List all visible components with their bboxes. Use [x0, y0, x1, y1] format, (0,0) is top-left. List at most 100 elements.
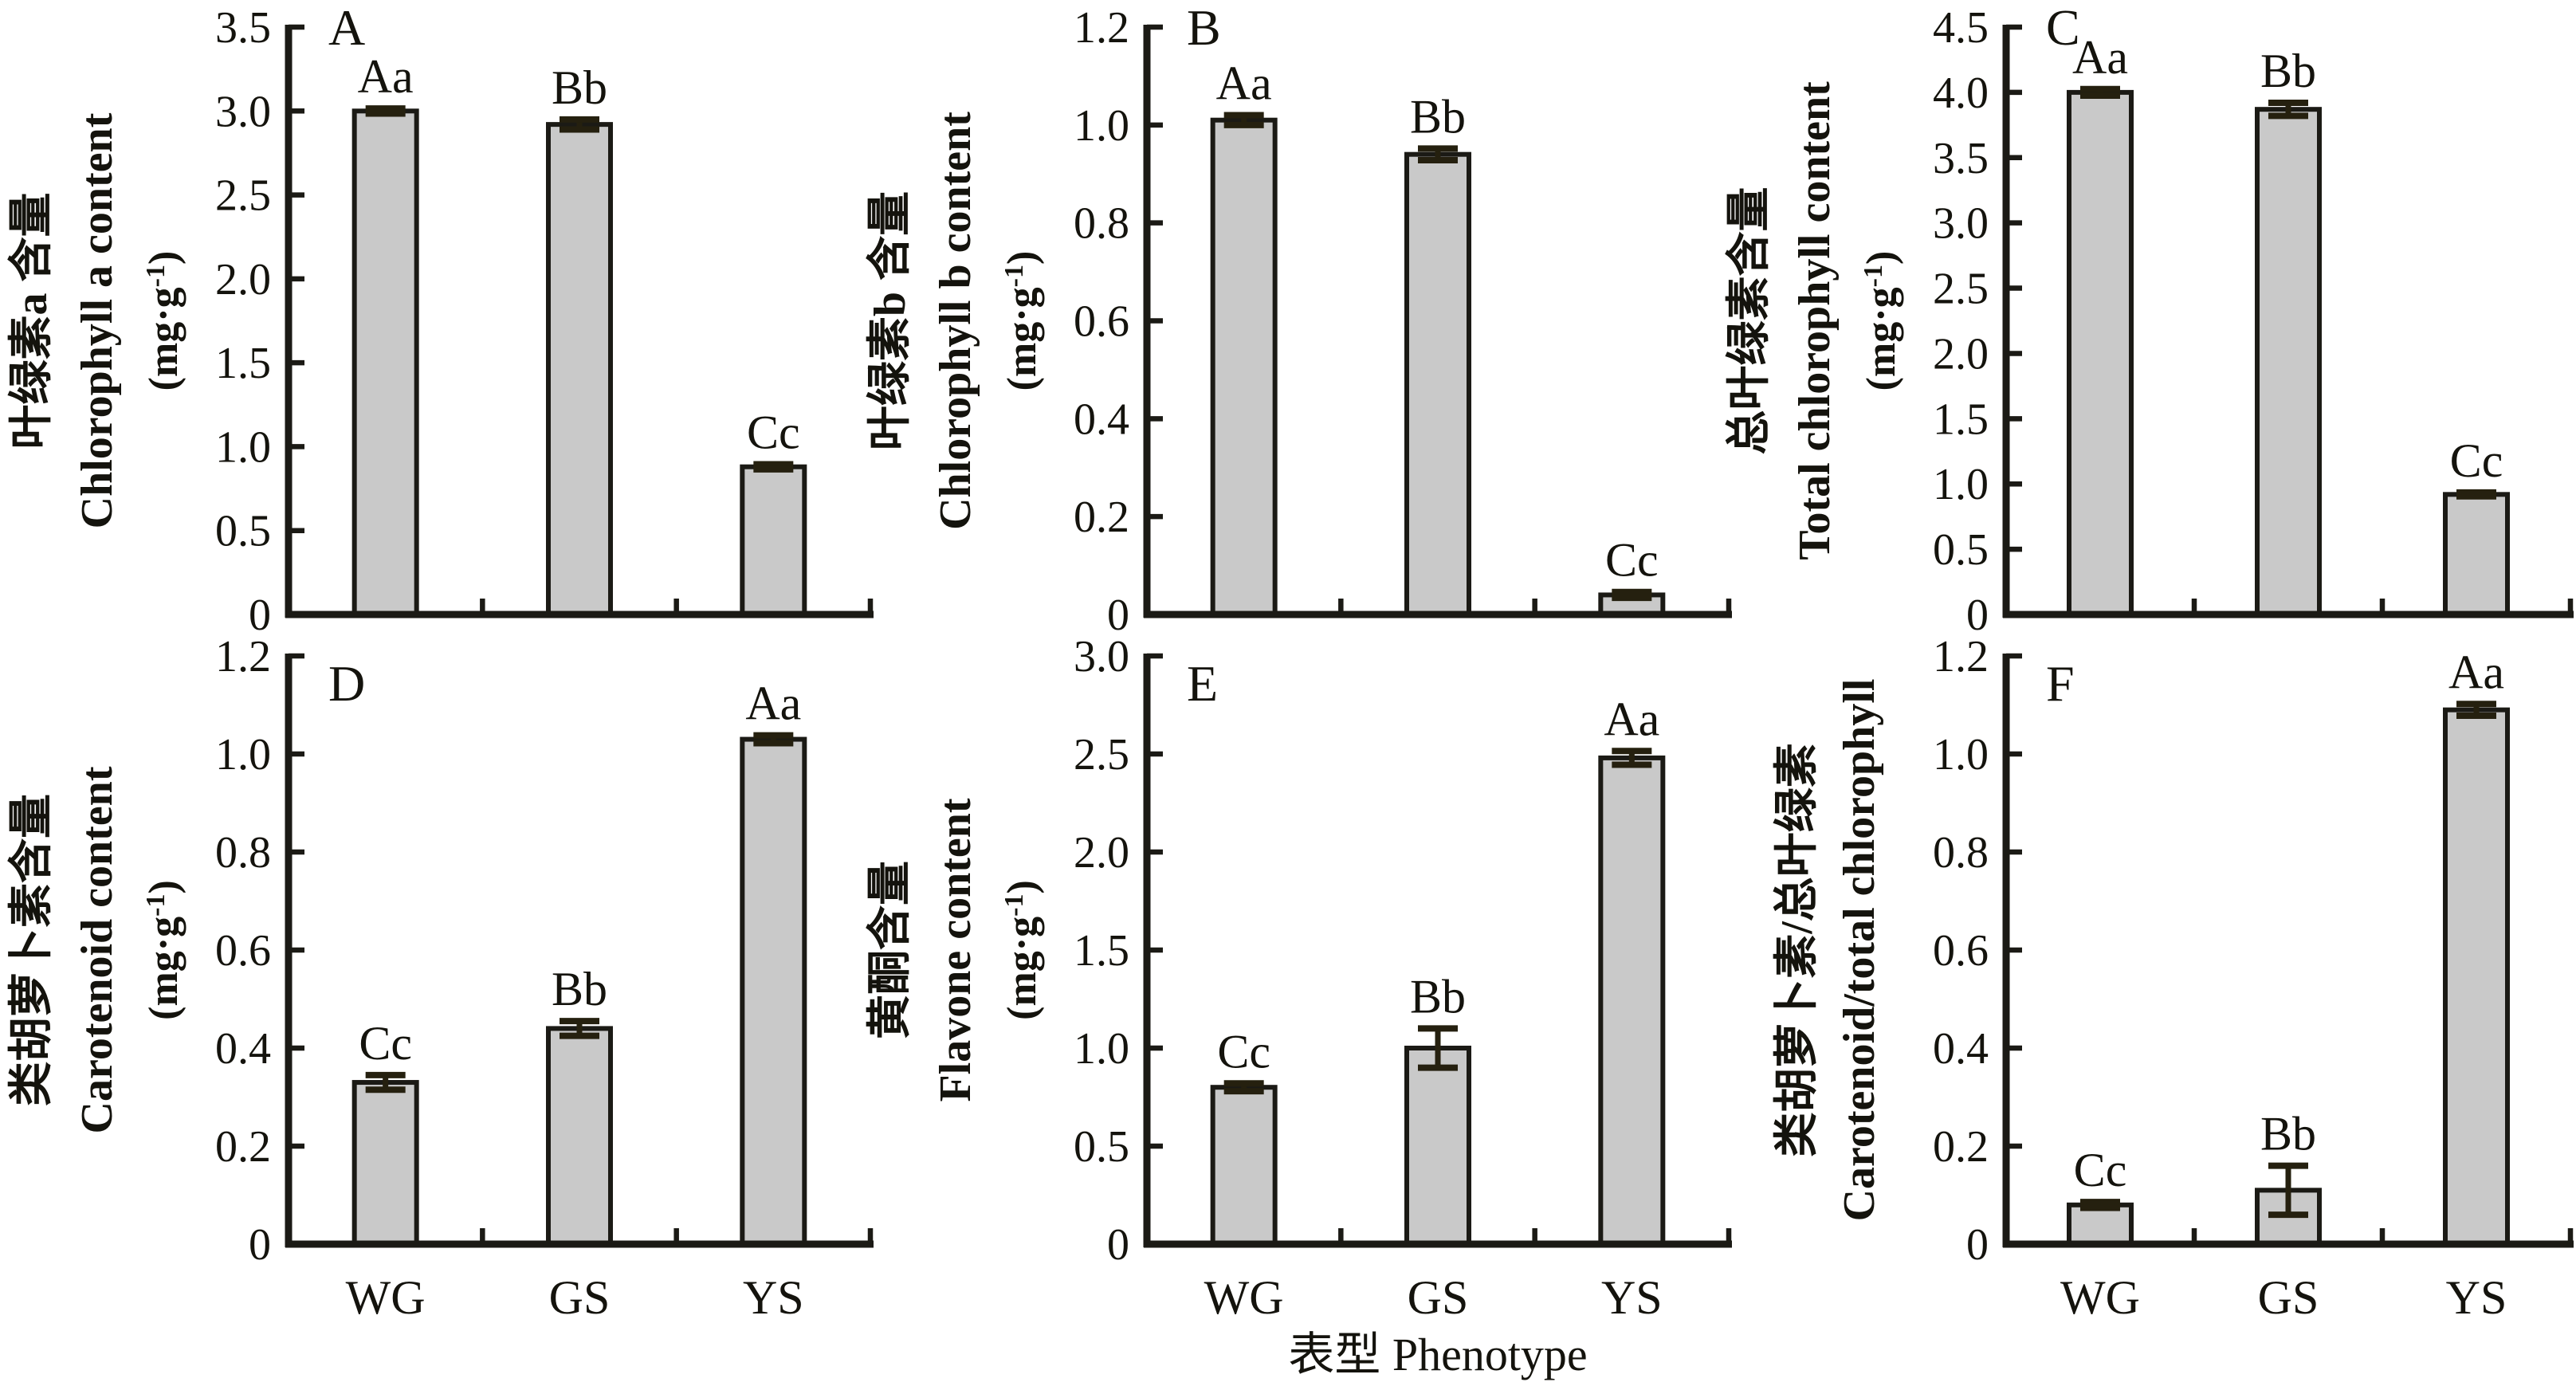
sig-label-WG: Aa	[358, 50, 414, 103]
y-axis-title-unit: (mg·g-1)	[141, 880, 187, 1020]
bar-GS	[1404, 151, 1471, 617]
bar-GS	[2255, 107, 2322, 617]
category-label-WG: WG	[1204, 1271, 1284, 1324]
y-axis-title-unit: (mg·g-1)	[1859, 251, 1904, 391]
bar-GS	[546, 122, 613, 618]
y-tick-label: 3.5	[1933, 134, 1989, 183]
panel-letter: E	[1187, 655, 1218, 712]
y-tick-label: 0.2	[1933, 1122, 1989, 1172]
y-tick-label: 3.0	[1933, 199, 1989, 249]
y-tick-label: 0.6	[1933, 926, 1989, 976]
y-tick-label: 0	[1966, 591, 1989, 640]
sig-label-GS: Bb	[2260, 45, 2316, 97]
y-tick-label: 4.5	[1933, 3, 1989, 53]
y-axis-title-en: Carotenoid content	[73, 766, 122, 1133]
bar-YS	[740, 464, 807, 617]
y-axis-title-unit: (mg·g-1)	[999, 251, 1045, 391]
y-axis-title-zh: 类胡萝卜素/总叶绿素	[1773, 743, 1822, 1157]
y-axis-title-unit: (mg·g-1)	[141, 251, 187, 391]
y-axis-title-zh: 叶绿素b 含量	[866, 191, 915, 450]
category-label-GS: GS	[549, 1271, 611, 1324]
y-tick-label: 2.5	[1074, 730, 1129, 779]
y-tick-label: 1.5	[1074, 926, 1129, 976]
x-axis-title: 表型 Phenotype	[1119, 1329, 1757, 1380]
y-tick-label: 3.0	[215, 87, 271, 136]
y-axis-title-en: Chlorophyll a content	[73, 112, 122, 528]
sig-label-WG: Aa	[1216, 57, 1272, 110]
y-tick-label: 2.0	[1933, 329, 1989, 379]
panel-letter: C	[2046, 0, 2080, 56]
bar-WG	[351, 108, 419, 618]
bar-WG	[1210, 117, 1278, 618]
category-label-YS: YS	[743, 1271, 804, 1324]
y-tick-label: 1.0	[1933, 460, 1989, 509]
y-tick-label: 1.2	[1933, 632, 1989, 681]
panel-B-chlorophyll-b-chart: 0 0.2 0.4 0.6 0.8 1.0 1.2 Aa Bb Cc B 叶绿素b 含量 Chlorop…	[866, 0, 1732, 640]
sig-label-WG: Cc	[2074, 1144, 2127, 1196]
y-tick-label: 1.5	[1933, 395, 1989, 444]
y-tick-label: 1.0	[1933, 730, 1989, 779]
y-tick-label: 0.8	[1074, 199, 1129, 249]
y-axis-title-zh: 黄酮含量	[866, 861, 915, 1039]
y-tick-label: 2.0	[1074, 828, 1129, 878]
y-tick-label: 2.0	[215, 255, 271, 304]
sig-label-YS: Aa	[745, 677, 801, 730]
y-axis-title-zh: 总叶绿素含量	[1725, 187, 1774, 455]
bar-YS	[1598, 755, 1666, 1247]
panel-D-carotenoid-chart: 0 0.2 0.4 0.6 0.8 1.0 1.2 Cc Bb Aa D WG GS YS 类胡萝卜素含量 C…	[7, 632, 874, 1324]
y-tick-label: 1.2	[1074, 3, 1129, 53]
y-tick-label: 1.0	[1074, 101, 1129, 151]
y-tick-label: 1.0	[215, 730, 271, 779]
panel-letter: F	[2046, 655, 2075, 712]
y-tick-label: 1.0	[215, 422, 271, 472]
y-tick-label: 0.4	[1074, 395, 1129, 444]
y-tick-label: 4.0	[1933, 69, 1989, 118]
y-axis-title-en: Total chlorophyll content	[1790, 81, 1840, 560]
y-tick-label: 0	[249, 591, 271, 640]
category-label-GS: GS	[1408, 1271, 1469, 1324]
y-tick-label: 0.5	[215, 507, 271, 556]
category-label-GS: GS	[2258, 1271, 2319, 1324]
y-tick-label: 3.0	[1074, 632, 1129, 681]
y-tick-label: 2.5	[215, 171, 271, 221]
bar-WG	[351, 1080, 419, 1247]
y-tick-label: 0	[249, 1220, 271, 1270]
sig-label-GS: Bb	[552, 963, 607, 1015]
category-label-YS: YS	[2446, 1271, 2507, 1324]
sig-label-YS: Cc	[747, 406, 800, 459]
y-tick-label: 0.6	[1074, 297, 1129, 347]
x-axis-title-text: 表型 Phenotype	[1288, 1329, 1588, 1380]
sig-label-YS: Cc	[2450, 434, 2503, 487]
y-tick-label: 0	[1107, 1220, 1129, 1270]
y-tick-label: 0	[1966, 1220, 1989, 1270]
sig-label-GS: Bb	[2260, 1108, 2316, 1160]
panel-letter: D	[328, 655, 365, 712]
category-label-WG: WG	[2060, 1271, 2140, 1324]
bar-GS	[1404, 1046, 1471, 1247]
y-axis-title-unit: (mg·g-1)	[999, 880, 1045, 1020]
y-tick-label: 0.8	[215, 828, 271, 878]
sig-label-YS: Cc	[1605, 534, 1659, 587]
y-axis-title-en: Chlorophyll b content	[931, 112, 980, 530]
panel-C-total-chlorophyll-chart: 0 0.5 1.0 1.5 2.0 2.5 3.0 3.5 4.0 4.5 Aa Bb Cc C 总叶绿素含…	[1725, 0, 2574, 640]
y-tick-label: 3.5	[215, 3, 271, 53]
y-tick-label: 2.5	[1933, 265, 1989, 314]
panel-A-chlorophyll-a-chart: 0 0.5 1.0 1.5 2.0 2.5 3.0 3.5 Aa Bb Cc A 叶绿素a 含量 Chlo…	[7, 0, 874, 640]
panel-letter: A	[328, 0, 365, 56]
sig-label-WG: Cc	[359, 1017, 412, 1070]
panel-E-flavone-chart: 0 0.5 1.0 1.5 2.0 2.5 3.0 Cc Bb Aa E WG GS YS 黄酮含量 Flav…	[866, 632, 1732, 1324]
panel-letter: B	[1187, 0, 1221, 56]
y-axis-title-zh: 叶绿素a 含量	[7, 193, 57, 450]
sig-label-GS: Bb	[1410, 90, 1466, 143]
bar-GS	[546, 1026, 613, 1247]
y-tick-label: 1.5	[215, 339, 271, 388]
sig-label-WG: Cc	[1217, 1025, 1270, 1078]
y-tick-label: 0.6	[215, 926, 271, 976]
y-tick-label: 0.5	[1933, 525, 1989, 575]
sig-label-YS: Aa	[1604, 693, 1659, 745]
y-tick-label: 0.5	[1074, 1122, 1129, 1172]
sig-label-YS: Aa	[2448, 646, 2504, 698]
y-tick-label: 0.4	[215, 1024, 271, 1074]
sig-label-WG: Aa	[2072, 31, 2128, 84]
